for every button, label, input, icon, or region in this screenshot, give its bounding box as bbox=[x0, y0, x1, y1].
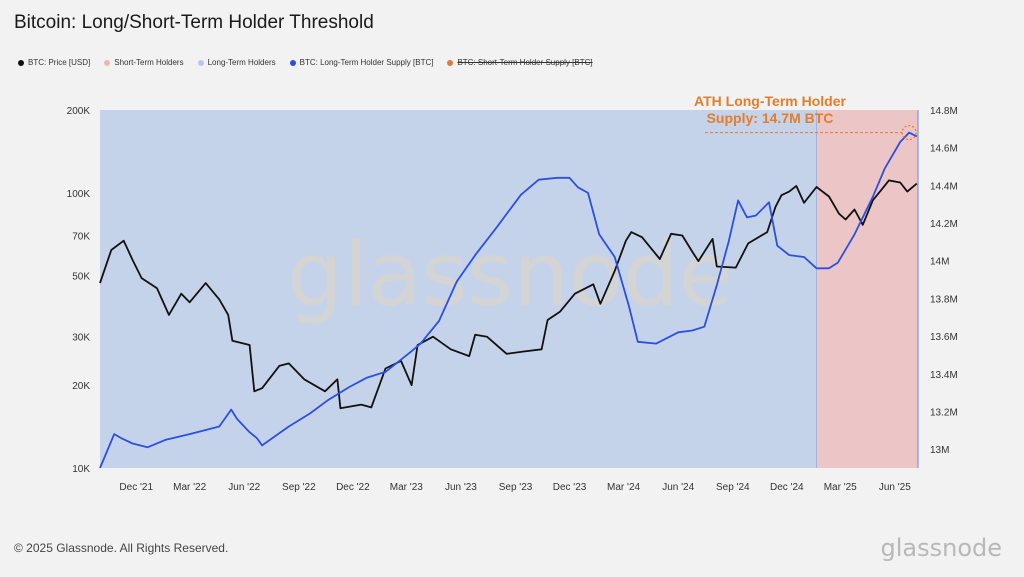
y-right-axis: 13M 13.2M 13.4M 13.6M 13.8M 14M 14.2M 14.4M 14.6… bbox=[930, 106, 958, 456]
x-tick-label: Jun '22 bbox=[228, 482, 260, 493]
legend-label-long-term-holders: Long-Term Holders bbox=[207, 58, 276, 67]
x-tick-label: Dec '21 bbox=[119, 482, 153, 493]
y-left-tick-label: 10K bbox=[72, 464, 90, 475]
y-right-tick-label: 13.6M bbox=[930, 332, 958, 343]
legend-label-lth-supply: BTC: Long-Term Holder Supply [BTC] bbox=[299, 58, 434, 67]
btc-price-line bbox=[99, 179, 918, 410]
holder-regime-areas bbox=[100, 110, 919, 468]
x-tick-label: Sep '22 bbox=[282, 482, 316, 493]
y-right-tick-label: 13.8M bbox=[930, 294, 958, 305]
series-lines bbox=[99, 131, 918, 469]
legend-swatch-price bbox=[18, 59, 24, 66]
legend-swatch-long-term-holders bbox=[197, 59, 204, 66]
x-tick-label: Dec '22 bbox=[336, 482, 370, 493]
y-right-tick-label: 14.8M bbox=[930, 106, 958, 117]
brand-logo: glassnode bbox=[880, 534, 1002, 562]
x-tick-label: Mar '22 bbox=[173, 482, 206, 493]
watermark-text: glassnode bbox=[287, 223, 733, 326]
short-term-holders-area bbox=[816, 110, 918, 468]
x-axis: Dec '21 Mar '22 Jun '22 Sep '22 Dec '22 Mar '… bbox=[119, 482, 911, 493]
y-left-tick-label: 30K bbox=[72, 333, 90, 344]
y-left-axis: 10K 20K 30K 50K 70K 100K 200K bbox=[67, 106, 91, 475]
long-term-holders-area bbox=[100, 110, 817, 468]
y-right-tick-label: 14.2M bbox=[930, 219, 958, 230]
x-tick-label: Dec '24 bbox=[770, 482, 804, 493]
y-left-tick-label: 200K bbox=[67, 106, 91, 117]
legend-swatch-sth-supply bbox=[447, 59, 454, 66]
ath-annotation: ATH Long-Term Holder Supply: 14.7M BTC bbox=[694, 93, 917, 141]
x-tick-label: Jun '25 bbox=[879, 482, 911, 493]
y-left-tick-label: 70K bbox=[72, 231, 90, 242]
lth-supply-line bbox=[99, 131, 918, 469]
ath-annotation-marker bbox=[901, 125, 917, 141]
ath-annotation-line1: ATH Long-Term Holder bbox=[694, 93, 846, 109]
chart-title: Bitcoin: Long/Short-Term Holder Threshol… bbox=[14, 12, 374, 33]
x-tick-label: Sep '23 bbox=[499, 482, 533, 493]
legend-swatch-short-term-holders bbox=[104, 59, 111, 66]
legend-item-long-term-holders[interactable]: Long-Term Holders bbox=[197, 58, 276, 67]
legend-item-short-term-holders[interactable]: Short-Term Holders bbox=[104, 58, 184, 67]
y-left-tick-label: 20K bbox=[72, 381, 90, 392]
y-right-tick-label: 14.6M bbox=[930, 144, 958, 155]
x-tick-label: Jun '23 bbox=[445, 482, 477, 493]
y-right-tick-label: 14M bbox=[930, 257, 949, 268]
legend-label-short-term-holders: Short-Term Holders bbox=[114, 58, 184, 67]
legend-label-price: BTC: Price [USD] bbox=[28, 58, 91, 67]
legend-item-sth-supply[interactable]: BTC: Short-Term Holder Supply [BTC] bbox=[447, 58, 593, 67]
legend-item-price[interactable]: BTC: Price [USD] bbox=[18, 58, 90, 67]
legend-swatch-lth-supply bbox=[289, 59, 296, 66]
legend-item-lth-supply[interactable]: BTC: Long-Term Holder Supply [BTC] bbox=[289, 58, 434, 67]
x-tick-label: Mar '25 bbox=[824, 482, 857, 493]
y-right-tick-label: 14.4M bbox=[930, 181, 958, 192]
y-right-tick-label: 13.2M bbox=[930, 407, 958, 418]
copyright-footer: © 2025 Glassnode. All Rights Reserved. bbox=[14, 541, 229, 555]
legend-label-sth-supply: BTC: Short-Term Holder Supply [BTC] bbox=[457, 58, 593, 67]
legend: BTC: Price [USD] Short-Term Holders Long… bbox=[18, 58, 593, 67]
x-tick-label: Sep '24 bbox=[716, 482, 750, 493]
y-left-tick-label: 50K bbox=[72, 272, 90, 283]
x-tick-label: Dec '23 bbox=[553, 482, 587, 493]
y-right-tick-label: 13M bbox=[930, 445, 949, 456]
x-tick-label: Jun '24 bbox=[662, 482, 694, 493]
y-left-tick-label: 100K bbox=[67, 189, 91, 200]
y-right-tick-label: 13.4M bbox=[930, 370, 958, 381]
x-tick-label: Mar '23 bbox=[390, 482, 423, 493]
ath-annotation-line2: Supply: 14.7M BTC bbox=[707, 110, 834, 126]
x-tick-label: Mar '24 bbox=[607, 482, 640, 493]
